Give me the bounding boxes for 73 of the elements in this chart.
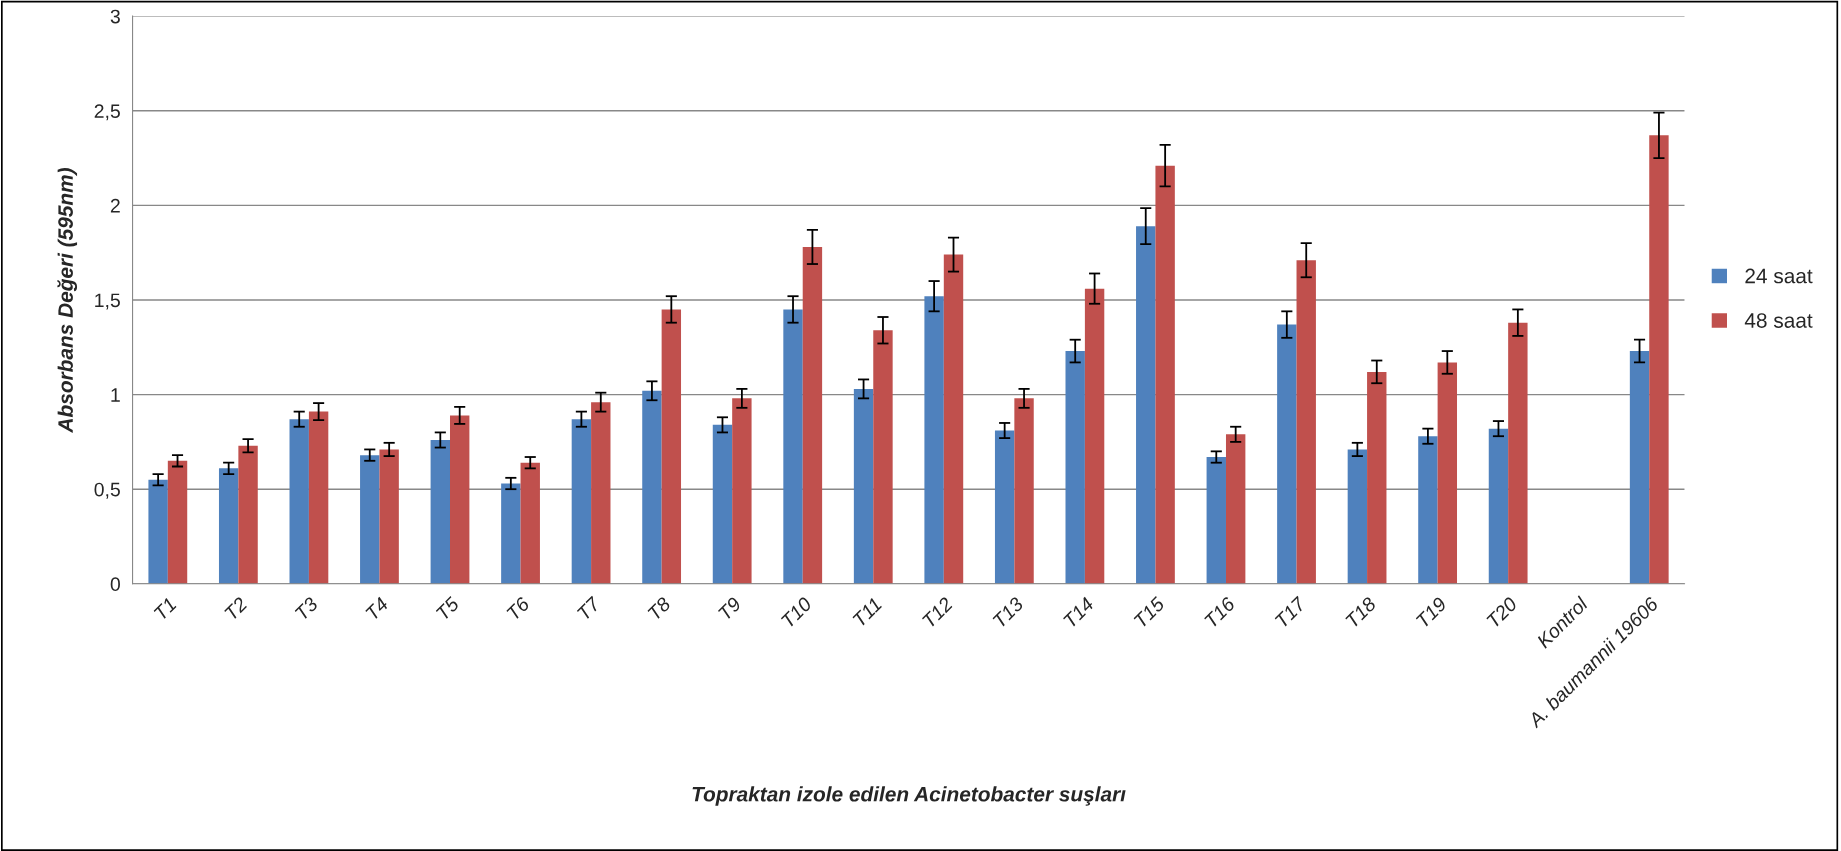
bar (1367, 371, 1387, 584)
bar (591, 402, 611, 584)
bar (289, 419, 309, 584)
bar (1225, 434, 1246, 584)
x-tick-label: T8 (647, 596, 672, 621)
bar (1488, 428, 1509, 584)
bar (430, 439, 450, 584)
bar (642, 390, 662, 584)
bar (238, 445, 258, 584)
bar (571, 419, 592, 584)
bar (1508, 322, 1528, 584)
bar (1629, 351, 1650, 584)
x-axis-title: Topraktan izole edilen Acinetobacter suşları (692, 786, 1126, 806)
bar (1084, 288, 1105, 584)
x-tick-label: T11 (852, 597, 883, 627)
legend-label: 48 saat (1744, 313, 1813, 328)
y-tick-label: 2 (110, 198, 120, 213)
bar (661, 309, 682, 584)
x-tick-label: T6 (506, 595, 531, 621)
bar (218, 468, 239, 584)
bar (1296, 260, 1316, 584)
x-tick-label: T20 (1486, 596, 1519, 629)
bar (360, 455, 380, 584)
bar (783, 309, 803, 584)
bar (1649, 135, 1669, 584)
bar (1206, 457, 1226, 584)
bar (1277, 324, 1297, 584)
x-tick-label: T12 (921, 596, 954, 629)
bar (167, 460, 188, 584)
bar (450, 415, 470, 584)
y-tick-label: 3 (110, 9, 120, 24)
bar (712, 424, 733, 584)
bar (148, 479, 168, 584)
bar (1155, 165, 1175, 584)
bar (1014, 398, 1034, 584)
bar (308, 411, 329, 584)
bar (924, 296, 944, 584)
x-tick-label: T13 (992, 596, 1025, 629)
bar (1437, 362, 1458, 584)
bar (520, 462, 540, 584)
x-tick-label: T1 (153, 597, 177, 621)
bar (501, 483, 521, 584)
x-tick-label: T16 (1203, 595, 1237, 629)
bar (1136, 226, 1156, 584)
y-tick-label: 1 (111, 388, 120, 402)
y-tick-label: 1,5 (95, 293, 120, 310)
y-tick-label: 0 (110, 577, 120, 592)
x-tick-label: T10 (780, 596, 813, 629)
bar (853, 388, 874, 584)
bar (1418, 436, 1438, 584)
x-tick-label: T3 (294, 596, 319, 621)
y-tick-label: 2,5 (94, 104, 120, 121)
bar (943, 254, 964, 584)
bar (873, 330, 893, 584)
x-tick-label: T2 (223, 596, 249, 621)
x-tick-label: T7 (576, 595, 602, 621)
x-tick-label: T14 (1062, 596, 1095, 629)
bar (732, 398, 752, 584)
x-tick-label: T18 (1344, 596, 1378, 629)
x-tick-label: T17 (1274, 595, 1307, 629)
bar (1065, 351, 1085, 584)
bar (1347, 449, 1368, 584)
x-tick-label: T9 (717, 596, 742, 621)
bar (994, 430, 1015, 584)
x-tick-label: T19 (1415, 596, 1448, 629)
y-tick-label: 0,5 (94, 482, 120, 499)
legend-label: 24 saat (1745, 268, 1813, 284)
bar (802, 247, 823, 584)
x-tick-label: T4 (365, 596, 389, 621)
x-tick-label: T15 (1133, 596, 1166, 629)
y-axis-title: Absorbans Değeri (595nm) (57, 168, 78, 433)
x-tick-label: T5 (435, 596, 461, 621)
bar (379, 449, 399, 584)
